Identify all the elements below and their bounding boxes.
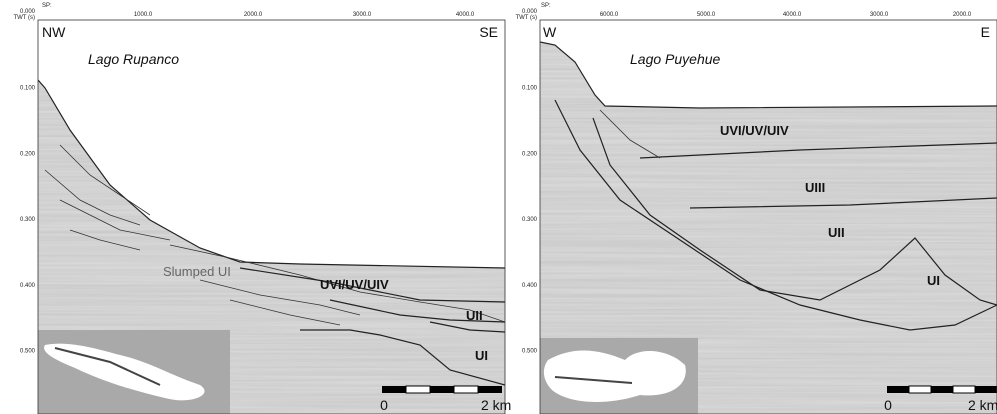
unit-label: UII [828, 225, 845, 240]
sp-tick-label: 2000.0 [244, 12, 263, 18]
profile-puyehue [540, 20, 997, 414]
direction-right: E [981, 24, 990, 40]
unit-label: UII [466, 308, 483, 323]
sp-tick-label: 2000.0 [953, 12, 972, 18]
unit-label: UVI/UV/UIV [720, 123, 789, 138]
sp-label: SP: [541, 3, 551, 9]
unit-label: UVI/UV/UIV [320, 277, 389, 292]
profile-rupanco [38, 20, 505, 414]
sp-tick-label: 3000.0 [870, 12, 889, 18]
twt-label: TWT (s) [13, 15, 35, 21]
lake-name: Lago Rupanco [88, 51, 179, 67]
twt-tick-label: 0.400 [20, 283, 36, 289]
scale-end: 2 km [481, 397, 511, 413]
twt-tick-label: 0.500 [20, 349, 36, 355]
sp-tick-label: 1000.0 [134, 12, 153, 18]
lake-name: Lago Puyehue [630, 51, 721, 67]
twt-tick-label: 0.200 [20, 151, 36, 157]
sp-tick-label: 4000.0 [783, 12, 802, 18]
scale-end: 2 km [968, 397, 997, 413]
sp-tick-label: 6000.0 [600, 12, 619, 18]
direction-right: SE [479, 24, 498, 40]
twt-tick-label: 0.100 [522, 86, 538, 92]
twt-label: TWT (s) [515, 15, 537, 21]
direction-left: NW [42, 24, 66, 40]
twt-tick-label: 0.300 [522, 217, 538, 223]
sp-tick-label: 3000.0 [353, 12, 372, 18]
sp-tick-label: 5000.0 [697, 12, 716, 18]
twt-tick-label: 0.300 [20, 217, 36, 223]
unit-label: Slumped UI [163, 264, 231, 279]
twt-tick-label: 0.100 [20, 86, 36, 92]
twt-tick-label: 0.200 [522, 151, 538, 157]
direction-left: W [543, 24, 557, 40]
sp-label: SP: [42, 3, 52, 9]
scale-start: 0 [884, 397, 892, 413]
unit-label: UI [475, 348, 488, 363]
seismic-figure: SP:1000.02000.03000.04000.00.0000.1000.2… [0, 0, 997, 414]
twt-tick-label: 0.500 [522, 349, 538, 355]
unit-label: UIII [805, 180, 825, 195]
twt-tick-label: 0.400 [522, 283, 538, 289]
unit-label: UI [927, 273, 940, 288]
scale-start: 0 [380, 397, 388, 413]
sp-tick-label: 4000.0 [456, 12, 475, 18]
